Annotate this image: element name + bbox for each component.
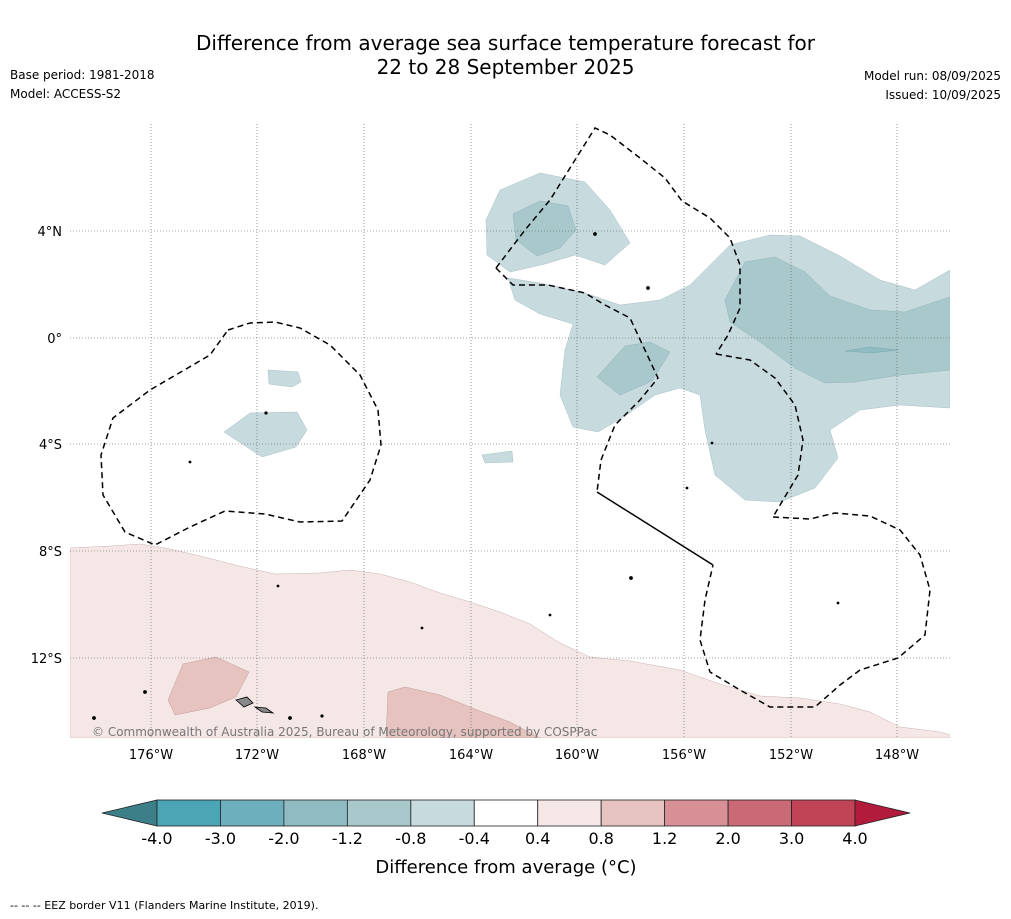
colorbar-tick-label: 4.0 xyxy=(842,829,867,848)
title-line-2: 22 to 28 September 2025 xyxy=(376,55,635,79)
island-dot xyxy=(320,714,324,718)
island-dot xyxy=(264,411,268,415)
island-dot xyxy=(420,626,424,630)
colorbar-extend-high xyxy=(854,799,911,827)
lon-label: 172°W xyxy=(235,748,279,763)
colorbar-cell xyxy=(727,799,792,827)
colorbar-tick-label: -4.0 xyxy=(141,829,172,848)
cool-anomaly-central-core xyxy=(596,341,671,396)
lat-label: 12°S xyxy=(31,652,62,667)
island-dot xyxy=(646,286,650,290)
lat-label: 4°S xyxy=(39,438,62,453)
lat-label: 8°S xyxy=(39,545,62,560)
cool-anomaly-south-small xyxy=(481,450,514,464)
colorbar-tick-label: 0.8 xyxy=(588,829,613,848)
colorbar-cell xyxy=(473,799,539,827)
map-copyright: © Commonwealth of Australia 2025, Bureau… xyxy=(92,725,597,739)
island-dot xyxy=(593,232,597,236)
colorbar-cell xyxy=(346,799,412,827)
longitude-labels: 176°W 172°W 168°W 164°W 160°W 156°W 152°… xyxy=(129,748,919,763)
colorbar-extend-low xyxy=(101,799,158,827)
island-dot xyxy=(92,716,96,720)
island-dot xyxy=(629,576,633,580)
lon-label: 168°W xyxy=(342,748,386,763)
colorbar-cell xyxy=(664,799,729,827)
cool-anomaly-east-inner xyxy=(844,346,899,354)
lon-label: 152°W xyxy=(769,748,813,763)
metadata-left: Base period: 1981-2018 Model: ACCESS-S2 xyxy=(10,66,155,104)
island-large-1 xyxy=(235,696,254,708)
eez-footnote: -- -- -- EEZ border V11 (Flanders Marine… xyxy=(10,899,319,912)
cool-anomaly-east-core xyxy=(724,256,950,384)
title-line-1: Difference from average sea surface temp… xyxy=(195,31,815,55)
island-dot xyxy=(710,441,714,445)
cool-anomaly-west xyxy=(223,411,308,458)
longitude-gridlines xyxy=(150,124,898,738)
colorbar-cell xyxy=(283,799,348,827)
island-dot xyxy=(143,690,147,694)
lon-label: 176°W xyxy=(129,748,173,763)
colorbar-cells xyxy=(156,799,856,827)
island-large-2 xyxy=(253,706,275,714)
colorbar-tick-label: 0.4 xyxy=(525,829,550,848)
cool-anomaly-west-small xyxy=(267,369,302,388)
colorbar-cell xyxy=(791,799,856,827)
lon-label: 160°W xyxy=(555,748,599,763)
island-dot xyxy=(188,460,192,464)
lat-label: 4°N xyxy=(38,225,63,240)
colorbar-cell xyxy=(156,799,221,827)
island-dot xyxy=(548,613,552,617)
lon-label: 148°W xyxy=(875,748,919,763)
colorbar-ticks: -4.0 -3.0 -2.0 -1.2 -0.8 -0.4 0.4 0.8 1.2 2.0 3.0 4… xyxy=(141,829,867,848)
eez-border-solid-segment xyxy=(596,491,714,566)
eez-border-north xyxy=(495,127,741,355)
colorbar-tick-label: -0.4 xyxy=(459,829,490,848)
colorbar-tick-label: 3.0 xyxy=(779,829,804,848)
colorbar-label: Difference from average (°C) xyxy=(375,857,636,878)
issued-text: Issued: 10/09/2025 xyxy=(885,88,1001,102)
lat-label: 0° xyxy=(47,332,62,347)
eez-border-west xyxy=(100,321,382,546)
model-text: Model: ACCESS-S2 xyxy=(10,87,122,101)
island-dot xyxy=(836,601,840,605)
lon-label: 164°W xyxy=(449,748,493,763)
eez-border-north-lower xyxy=(495,267,659,493)
map-area: © Commonwealth of Australia 2025, Bureau… xyxy=(70,124,950,739)
colorbar-tick-label: 1.2 xyxy=(652,829,677,848)
colorbar-tick-label: 2.0 xyxy=(715,829,740,848)
warm-anomaly-band xyxy=(70,543,950,738)
warm-anomaly-patch-west xyxy=(167,656,250,716)
eez-border-south-east xyxy=(699,512,931,708)
colorbar-tick-label: -3.0 xyxy=(205,829,236,848)
colorbar-cell xyxy=(600,799,666,827)
colorbar-tick-label: -0.8 xyxy=(395,829,426,848)
island-dot xyxy=(288,716,292,720)
islands xyxy=(92,232,840,720)
eez-border-central xyxy=(715,353,804,518)
island-dot xyxy=(276,584,280,588)
metadata-right: Model run: 08/09/2025 Issued: 10/09/2025 xyxy=(864,67,1001,105)
colorbar-cell xyxy=(537,799,602,827)
lon-label: 156°W xyxy=(662,748,706,763)
eez-borders xyxy=(100,127,931,708)
island-dot xyxy=(685,486,689,490)
colorbar-cell xyxy=(220,799,285,827)
latitude-labels: 4°N 0° 4°S 8°S 12°S xyxy=(31,225,62,667)
cool-anomaly-north-core xyxy=(512,200,577,257)
map-title: Difference from average sea surface temp… xyxy=(0,31,1011,79)
colorbar: -4.0 -3.0 -2.0 -1.2 -0.8 -0.4 0.4 0.8 1.2 2.0 3.0 4… xyxy=(101,799,911,878)
warm-anomaly-patch-central xyxy=(385,686,541,738)
colorbar-cell xyxy=(410,799,475,827)
model-run-text: Model run: 08/09/2025 xyxy=(863,69,1001,83)
colorbar-tick-label: -1.2 xyxy=(332,829,363,848)
base-period-text: Base period: 1981-2018 xyxy=(10,68,155,82)
colorbar-tick-label: -2.0 xyxy=(268,829,299,848)
